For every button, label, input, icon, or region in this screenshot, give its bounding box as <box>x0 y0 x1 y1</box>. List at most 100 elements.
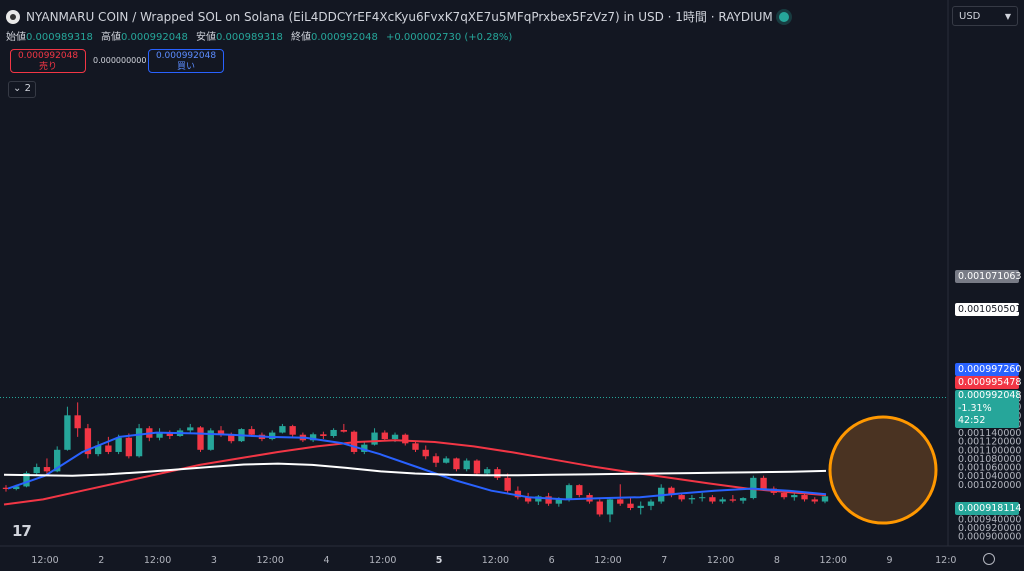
candle-body <box>84 428 92 455</box>
time-tick-label: 12:00 <box>594 555 621 566</box>
candle-body <box>709 497 716 502</box>
candle-body <box>197 427 204 450</box>
currency-select[interactable]: USD ▼ <box>952 6 1018 26</box>
low-label: 安値 <box>196 32 216 43</box>
candle-body <box>494 469 501 478</box>
currency-value: USD <box>959 11 981 22</box>
price-tick-label: 0.001060000 <box>958 463 1021 474</box>
candle-body <box>228 434 235 442</box>
price-tick-label: 0.000900000 <box>958 532 1021 543</box>
candle-body <box>524 497 532 502</box>
gear-icon[interactable] <box>983 553 995 565</box>
time-tick-label: 6 <box>549 555 555 566</box>
low-value: 0.000989318 <box>216 32 283 43</box>
candle-body <box>115 437 122 452</box>
time-tick-label: 12:0 <box>935 555 956 566</box>
candle-body <box>54 449 61 472</box>
candle-body <box>463 460 470 470</box>
candle-body <box>698 497 706 499</box>
time-tick-label: 12:00 <box>257 555 284 566</box>
candle-body <box>821 496 829 502</box>
candle-body <box>166 432 173 437</box>
white-ma-price-tag: 0.001050501 <box>955 303 1021 316</box>
tradingview-logo[interactable]: 17 <box>12 522 32 540</box>
candle-body <box>729 499 737 501</box>
candle-body <box>309 434 317 441</box>
time-tick-label: 5 <box>436 555 443 566</box>
candle-body <box>555 499 562 504</box>
red-ma-price-tag: 0.000995478 <box>955 376 1021 389</box>
time-axis[interactable]: 12:00 2 12:00 3 12:00 4 12:00 5 12:00 6 12:00 7 12:0… <box>31 555 956 566</box>
candle-body <box>207 430 214 450</box>
candle-body <box>94 445 102 455</box>
last-price-tag: 0.000992048 -1.31% 42:52 <box>955 390 1022 428</box>
buy-price: 0.000992048 <box>155 51 217 61</box>
price-tick-label: 0.000940000 <box>958 514 1021 525</box>
price-tick-label: 0.000920000 <box>958 523 1021 534</box>
spread-value: 0.000000000 <box>93 56 147 65</box>
candle-body <box>483 469 491 474</box>
sell-button[interactable]: 0.000992048 売り <box>10 49 86 73</box>
indicators-count: 2 <box>24 83 31 94</box>
time-tick-label: 7 <box>661 555 667 566</box>
candle-body <box>719 499 726 502</box>
market-status-icon <box>778 11 789 22</box>
chevron-down-icon: ▼ <box>1004 12 1011 21</box>
candle-body <box>596 501 603 515</box>
candle-body <box>576 485 583 496</box>
highlight-circle <box>828 415 938 525</box>
candle-body <box>135 428 143 457</box>
last-change-value: -1.31% <box>958 402 992 414</box>
open-label: 始値 <box>6 32 26 43</box>
candle-body <box>739 498 747 501</box>
candle-body <box>668 487 675 496</box>
candle-body <box>688 498 696 500</box>
time-tick-label: 8 <box>774 555 780 566</box>
candle-body <box>74 415 81 429</box>
moving-averages-layer <box>3 431 827 506</box>
candle-body <box>801 495 808 500</box>
indicators-toggle-button[interactable]: ⌄ 2 <box>8 81 36 98</box>
low-price-tag: 0.000918114 <box>955 502 1021 515</box>
price-tick-label: 0.001140000 <box>958 428 1021 439</box>
candle-body <box>432 456 440 463</box>
candle-body <box>647 501 655 506</box>
candle-body <box>535 496 542 502</box>
candle-body <box>780 492 788 498</box>
candle-body <box>422 449 429 457</box>
candle-body <box>391 434 399 440</box>
candle-body <box>279 426 286 433</box>
high-value: 0.000992048 <box>121 32 188 43</box>
candle-body <box>678 495 685 500</box>
candle-body <box>627 503 634 508</box>
time-tick-label: 12:00 <box>369 555 396 566</box>
candle-body <box>760 477 767 489</box>
candle-body <box>791 495 798 498</box>
close-label: 終値 <box>291 32 311 43</box>
candle-body <box>23 473 30 487</box>
candle-body <box>811 499 818 502</box>
ma-red-line <box>3 439 827 506</box>
change-value: +0.000002730 (+0.28%) <box>386 32 513 43</box>
chevron-down-icon: ⌄ <box>13 83 22 94</box>
candle-body <box>565 485 573 500</box>
symbol-header[interactable]: NYANMARU COIN / Wrapped SOL on Solana (E… <box>6 8 789 25</box>
blue-ma-price-tag: 0.000997260 <box>955 363 1021 376</box>
candle-body <box>514 490 522 498</box>
candle-body <box>361 444 368 452</box>
last-price-value: 0.000992048 <box>958 390 1022 401</box>
time-tick-label: 12:00 <box>31 555 58 566</box>
candle-body <box>33 467 40 474</box>
buy-button[interactable]: 0.000992048 買い <box>148 49 224 73</box>
candle-body <box>606 499 614 515</box>
time-tick-label: 12:00 <box>820 555 847 566</box>
candle-body <box>443 458 450 463</box>
time-tick-label: 12:00 <box>707 555 734 566</box>
candle-body <box>156 432 163 438</box>
candle-body <box>637 505 644 508</box>
candle-body <box>340 429 348 432</box>
candle-body <box>545 496 552 504</box>
candle-body <box>2 487 10 490</box>
time-tick-label: 9 <box>886 555 892 566</box>
